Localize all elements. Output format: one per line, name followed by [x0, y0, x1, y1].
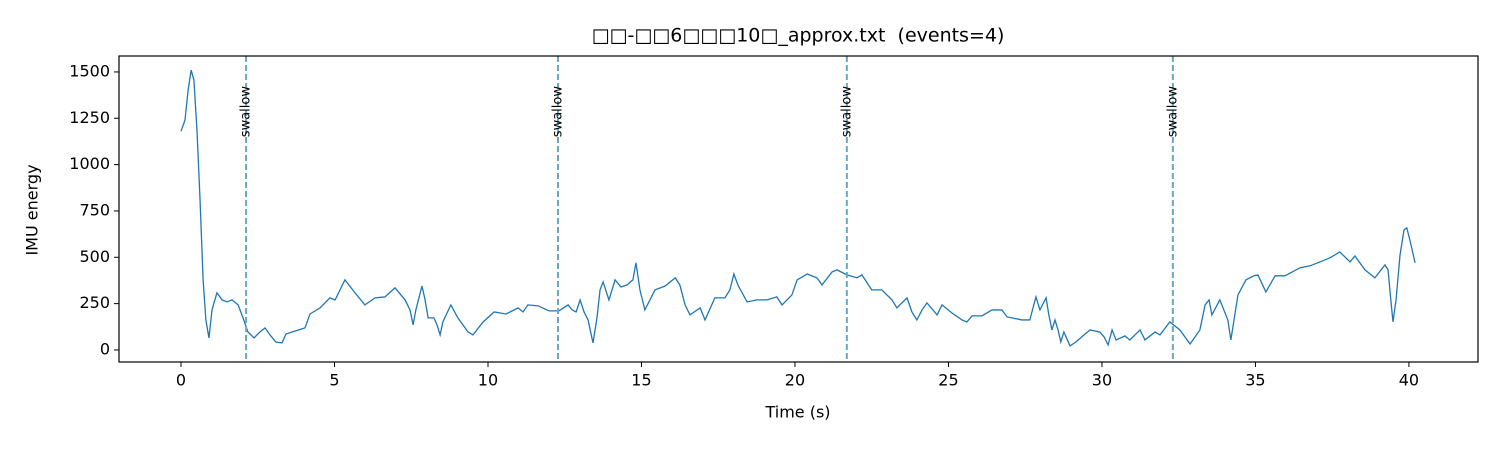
x-tick-label: 25 [938, 371, 958, 390]
x-tick-label: 5 [329, 371, 339, 390]
y-tick-label: 500 [79, 247, 110, 266]
chart-title: □□-□□6□□□10□_approx.txt (events=4) [592, 25, 1005, 47]
y-tick-label: 1000 [69, 154, 110, 173]
x-tick-label: 15 [631, 371, 651, 390]
y-axis-label: IMU energy [23, 164, 42, 255]
event-label: swallow [1165, 86, 1180, 138]
x-tick-label: 0 [176, 371, 186, 390]
y-tick-label: 0 [100, 339, 110, 358]
y-tick-label: 1250 [69, 108, 110, 127]
x-axis-label: Time (s) [764, 403, 830, 422]
x-tick-label: 40 [1399, 371, 1419, 390]
y-tick-label: 250 [79, 293, 110, 312]
plot-frame [118, 55, 1479, 363]
x-tick-label: 10 [478, 371, 498, 390]
event-label: swallow [839, 86, 854, 138]
x-tick-label: 30 [1092, 371, 1112, 390]
event-label: swallow [239, 86, 254, 138]
data-line [180, 69, 1416, 347]
x-tick-label: 20 [785, 371, 805, 390]
event-label: swallow [550, 86, 565, 138]
x-tick-label: 35 [1245, 371, 1265, 390]
y-tick-label: 1500 [69, 61, 110, 80]
y-tick-label: 750 [79, 200, 110, 219]
